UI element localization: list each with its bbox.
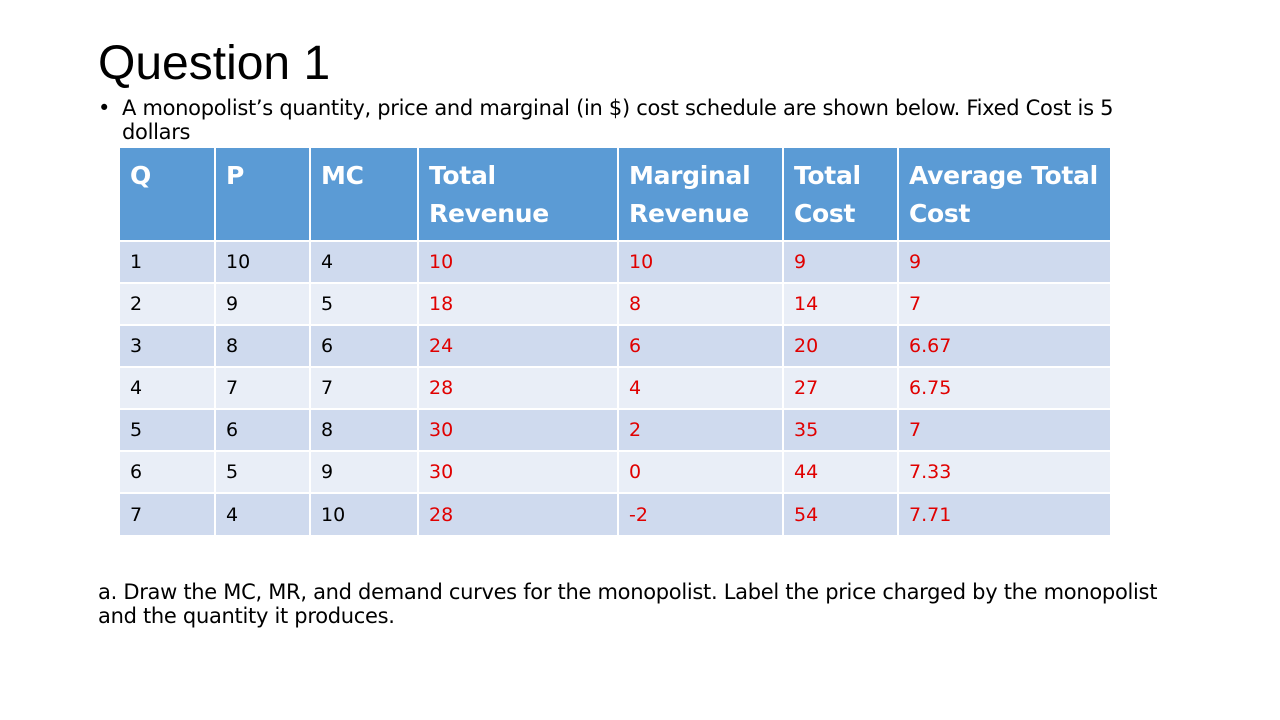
- header-marginal-revenue: Marginal Revenue: [618, 148, 784, 241]
- cell-total-cost: 9: [783, 240, 899, 283]
- cell-p: 6: [215, 408, 311, 451]
- cell-average-total-cost: 6.75: [898, 366, 1110, 409]
- cell-marginal-revenue: -2: [618, 492, 784, 535]
- cell-average-total-cost: 6.67: [898, 324, 1110, 367]
- cell-total-cost: 54: [783, 492, 899, 535]
- cell-q: 2: [120, 282, 216, 325]
- table-row: 3 8 6 24 6 20 6.67: [120, 324, 1110, 367]
- cell-mc: 4: [310, 240, 419, 283]
- cell-q: 1: [120, 240, 216, 283]
- slide-title: Question 1: [98, 37, 331, 90]
- cell-total-revenue: 30: [418, 408, 619, 451]
- cell-average-total-cost: 7: [898, 282, 1110, 325]
- cell-total-revenue: 18: [418, 282, 619, 325]
- cell-total-cost: 27: [783, 366, 899, 409]
- cell-total-cost: 14: [783, 282, 899, 325]
- cell-total-cost: 20: [783, 324, 899, 367]
- bullet-item: • A monopolist’s quantity, price and mar…: [98, 96, 1178, 144]
- cell-p: 7: [215, 366, 311, 409]
- cell-marginal-revenue: 0: [618, 450, 784, 493]
- cell-marginal-revenue: 8: [618, 282, 784, 325]
- cell-average-total-cost: 7: [898, 408, 1110, 451]
- cell-average-total-cost: 7.33: [898, 450, 1110, 493]
- cell-total-revenue: 10: [418, 240, 619, 283]
- cell-q: 4: [120, 366, 216, 409]
- cell-mc: 10: [310, 492, 419, 535]
- table-header-row: Q P MC Total Revenue Marginal Revenue To…: [120, 148, 1110, 241]
- cost-schedule-table: Q P MC Total Revenue Marginal Revenue To…: [120, 148, 1110, 535]
- header-p: P: [215, 148, 311, 241]
- header-total-cost: Total Cost: [783, 148, 899, 241]
- cell-mc: 9: [310, 450, 419, 493]
- cell-total-cost: 35: [783, 408, 899, 451]
- table-row: 6 5 9 30 0 44 7.33: [120, 450, 1110, 493]
- cell-total-cost: 44: [783, 450, 899, 493]
- cell-total-revenue: 28: [418, 366, 619, 409]
- cell-p: 8: [215, 324, 311, 367]
- cell-marginal-revenue: 4: [618, 366, 784, 409]
- cell-mc: 7: [310, 366, 419, 409]
- cell-q: 3: [120, 324, 216, 367]
- cell-average-total-cost: 7.71: [898, 492, 1110, 535]
- cell-total-revenue: 28: [418, 492, 619, 535]
- cell-average-total-cost: 9: [898, 240, 1110, 283]
- bullet-dot-icon: •: [98, 96, 111, 120]
- header-average-total-cost: Average Total Cost: [898, 148, 1110, 241]
- bullet-text: A monopolist’s quantity, price and margi…: [122, 96, 1114, 144]
- table-row: 7 4 10 28 -2 54 7.71: [120, 492, 1110, 535]
- cell-p: 4: [215, 492, 311, 535]
- cell-q: 5: [120, 408, 216, 451]
- table-row: 2 9 5 18 8 14 7: [120, 282, 1110, 325]
- header-mc: MC: [310, 148, 419, 241]
- table-row: 4 7 7 28 4 27 6.75: [120, 366, 1110, 409]
- header-q: Q: [120, 148, 216, 241]
- cell-mc: 8: [310, 408, 419, 451]
- question-a-text: a. Draw the MC, MR, and demand curves fo…: [98, 580, 1158, 628]
- table-row: 1 10 4 10 10 9 9: [120, 240, 1110, 283]
- cell-total-revenue: 24: [418, 324, 619, 367]
- cell-marginal-revenue: 2: [618, 408, 784, 451]
- cell-marginal-revenue: 10: [618, 240, 784, 283]
- header-total-revenue: Total Revenue: [418, 148, 619, 241]
- cell-q: 7: [120, 492, 216, 535]
- cell-mc: 6: [310, 324, 419, 367]
- cell-q: 6: [120, 450, 216, 493]
- cell-p: 5: [215, 450, 311, 493]
- cell-total-revenue: 30: [418, 450, 619, 493]
- cell-p: 9: [215, 282, 311, 325]
- table-row: 5 6 8 30 2 35 7: [120, 408, 1110, 451]
- cell-mc: 5: [310, 282, 419, 325]
- cell-p: 10: [215, 240, 311, 283]
- cell-marginal-revenue: 6: [618, 324, 784, 367]
